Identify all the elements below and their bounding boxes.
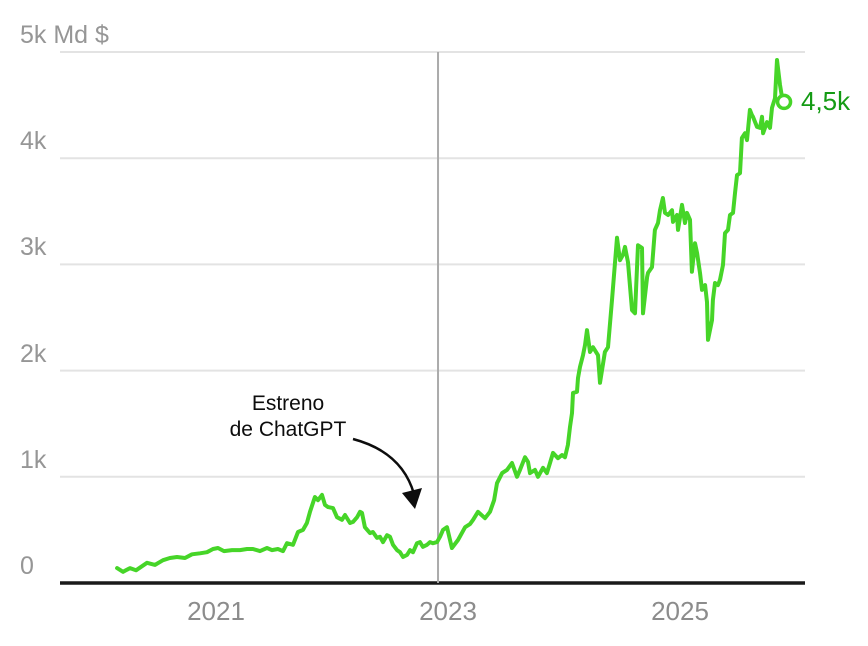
annotation-arrow-icon <box>352 437 422 509</box>
x-tick-label: 2023 <box>419 596 477 626</box>
y-tick-label: 2k <box>20 339 47 368</box>
chatgpt-annotation: Estreno de ChatGPT <box>222 391 354 443</box>
y-tick-label: 4k <box>20 127 47 156</box>
annotation-line-1: Estreno <box>251 392 325 415</box>
x-tick-label: 2021 <box>187 596 245 626</box>
y-tick-label: 0 <box>20 552 34 580</box>
last-value-marker <box>775 93 793 111</box>
annotation-line-2: de ChatGPT <box>229 418 347 441</box>
market-cap-line <box>115 58 787 574</box>
x-tick-label: 2025 <box>651 596 709 626</box>
y-tick-label: 1k <box>20 445 47 474</box>
y-tick-label: 5k Md $ <box>20 21 109 49</box>
last-value-label: 4,5k <box>801 86 851 116</box>
y-tick-label: 3k <box>20 233 47 262</box>
gridlines <box>60 51 805 585</box>
